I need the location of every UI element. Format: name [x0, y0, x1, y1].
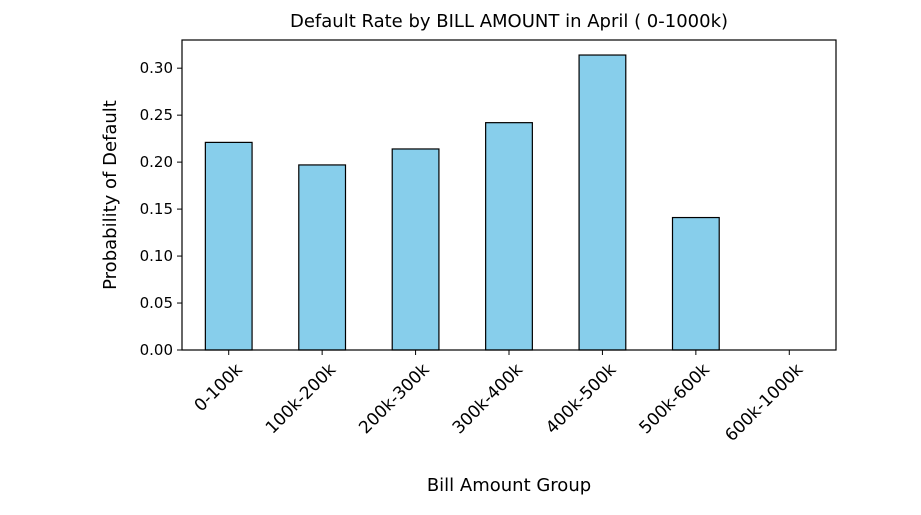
- plot-frame: [181, 39, 837, 351]
- bar-300k-400k: [485, 122, 533, 351]
- bar-100k-200k: [298, 164, 347, 351]
- y-axis: 0.00 0.05 0.10 0.15 0.20 0.25 0.30: [140, 59, 182, 359]
- y-tick-label: 0.20: [140, 153, 173, 171]
- x-tick-label-100k-200k: 100k-200k: [262, 360, 340, 438]
- x-tick-label-600k-1000k: 600k-1000k: [721, 360, 807, 446]
- x-tick-label-0-100k: 0-100k: [191, 360, 247, 416]
- x-tick-label-500k-600k: 500k-600k: [636, 360, 714, 438]
- chart-title: Default Rate by BILL AMOUNT in April ( 0…: [290, 11, 728, 32]
- y-tick-label: 0.25: [140, 106, 173, 124]
- x-axis-label: Bill Amount Group: [427, 475, 591, 496]
- x-tick-label-400k-500k: 400k-500k: [542, 360, 620, 438]
- x-tick-label-200k-300k: 200k-300k: [355, 360, 433, 438]
- y-tick-label: 0.10: [140, 247, 173, 265]
- y-tick-label: 0.30: [140, 59, 173, 77]
- bar-400k-500k: [578, 54, 627, 351]
- bar-200k-300k: [391, 148, 440, 351]
- x-axis: 0-100k 100k-200k 200k-300k 300k-400k 400k-50…: [191, 350, 807, 446]
- y-tick-label: 0.05: [140, 294, 173, 312]
- plot-area: [204, 54, 720, 351]
- bar-0-100k: [204, 141, 253, 351]
- y-tick-label: 0.15: [140, 200, 173, 218]
- y-axis-label: Probability of Default: [100, 100, 121, 290]
- x-tick-label-300k-400k: 300k-400k: [449, 360, 527, 438]
- y-tick-label: 0.00: [140, 341, 173, 359]
- bar-500k-600k: [671, 216, 720, 351]
